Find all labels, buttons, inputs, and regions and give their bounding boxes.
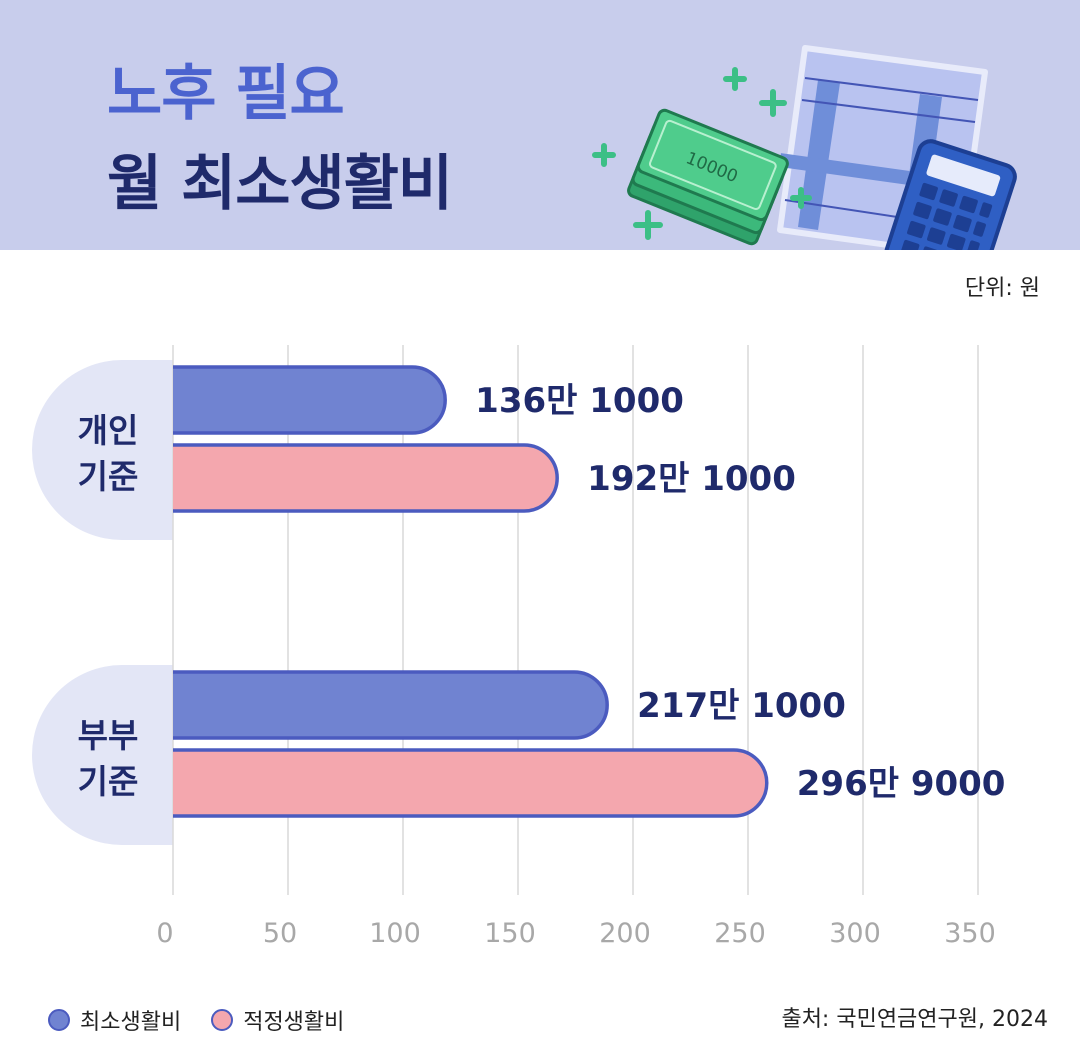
x-tick-label: 200 xyxy=(599,918,651,949)
bar-value-label: 192만 1000 xyxy=(587,459,796,499)
group-label-text: 부부 xyxy=(78,716,139,755)
x-tick-label: 250 xyxy=(714,918,766,949)
header-banner: 노후 필요 월 최소생활비 10000 xyxy=(0,0,1080,250)
legend-item-adequate: 적정생활비 xyxy=(211,1004,344,1036)
bar xyxy=(173,748,769,818)
bar xyxy=(173,365,447,435)
x-tick-label: 300 xyxy=(829,918,881,949)
calculator-icon xyxy=(884,139,1017,250)
x-tick-label: 350 xyxy=(944,918,996,949)
bar-value-label: 217만 1000 xyxy=(637,686,846,726)
source-note: 출처: 국민연금연구원, 2024 xyxy=(781,1007,1048,1032)
legend-label-minimum: 최소생활비 xyxy=(80,1010,182,1035)
legend-swatch-adequate xyxy=(211,1009,234,1031)
legend-swatch-minimum xyxy=(48,1009,70,1031)
group-label-pill xyxy=(32,665,173,845)
legend: 최소생활비 적정생활비 xyxy=(48,1003,344,1037)
group-label-pill xyxy=(32,360,173,540)
x-tick-label: 0 xyxy=(156,918,173,949)
legend-label-adequate: 적정생활비 xyxy=(243,1010,345,1035)
finance-illustration: 10000 xyxy=(592,45,1017,250)
group-label-text: 기준 xyxy=(78,457,139,496)
group-label-text: 기준 xyxy=(78,762,139,801)
x-tick-label: 100 xyxy=(369,918,421,949)
title-line-2: 월 최소생활비 xyxy=(107,149,453,219)
bar xyxy=(173,443,559,513)
x-tick-label: 150 xyxy=(484,918,536,949)
bar-value-label: 136만 1000 xyxy=(475,381,684,421)
money-stack-icon: 10000 xyxy=(627,108,789,246)
sparkle-plus-icon xyxy=(592,67,812,240)
unit-label: 단위: 원 xyxy=(964,276,1040,301)
bar xyxy=(173,670,609,740)
legend-item-minimum: 최소생활비 xyxy=(48,1004,181,1036)
group-label-text: 개인 xyxy=(78,411,139,450)
bar-value-label: 296만 9000 xyxy=(797,764,1006,804)
x-tick-label: 50 xyxy=(263,918,297,949)
title-line-1: 노후 필요 xyxy=(107,59,345,129)
